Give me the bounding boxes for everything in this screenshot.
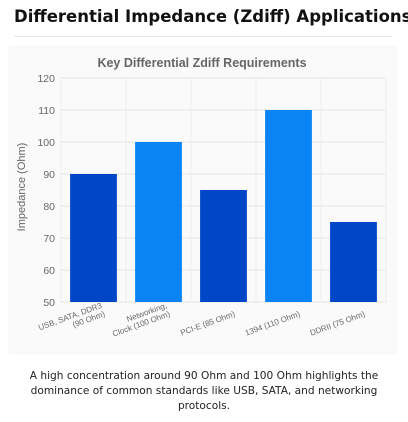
y-tick-label: 50 — [43, 297, 55, 309]
bar-chart: Key Differential Zdiff Requirements Impe… — [16, 56, 387, 339]
chart-container: Key Differential Zdiff Requirements Impe… — [8, 45, 398, 355]
x-tick-label: PCI-E (85 Ohm) — [179, 309, 236, 337]
y-tick-label: 100 — [37, 137, 55, 149]
x-tick-label: Networking,Clock (100 Ohm) — [108, 301, 171, 339]
bars — [70, 110, 377, 302]
y-tick-label: 110 — [38, 105, 55, 117]
y-tick-label: 120 — [37, 73, 55, 85]
bar — [330, 222, 377, 302]
y-tick-label: 80 — [43, 201, 55, 213]
y-axis-ticks: 50 60 70 80 90 100 110 120 — [37, 73, 55, 309]
page-heading: Differential Impedance (Zdiff) Applicati… — [14, 7, 408, 26]
chart-caption: A high concentration around 90 Ohm and 1… — [29, 370, 379, 412]
y-axis-label: Impedance (Ohm) — [16, 143, 28, 232]
bar — [135, 142, 182, 302]
bar — [265, 110, 312, 302]
x-tick-label: 1394 (110 Ohm) — [244, 309, 302, 337]
bar — [200, 190, 247, 302]
y-tick-label: 60 — [43, 265, 55, 277]
y-tick-label: 70 — [43, 233, 55, 245]
heading-divider — [14, 36, 392, 37]
chart-title: Key Differential Zdiff Requirements — [97, 56, 306, 70]
bar — [70, 174, 117, 302]
x-tick-label: DDRII (75 Ohm) — [309, 309, 367, 337]
gridlines — [60, 77, 387, 303]
y-tick-label: 90 — [43, 169, 55, 181]
x-axis-ticks: USB, SATA, DDR3(90 Ohm) Networking,Clock … — [37, 301, 367, 339]
